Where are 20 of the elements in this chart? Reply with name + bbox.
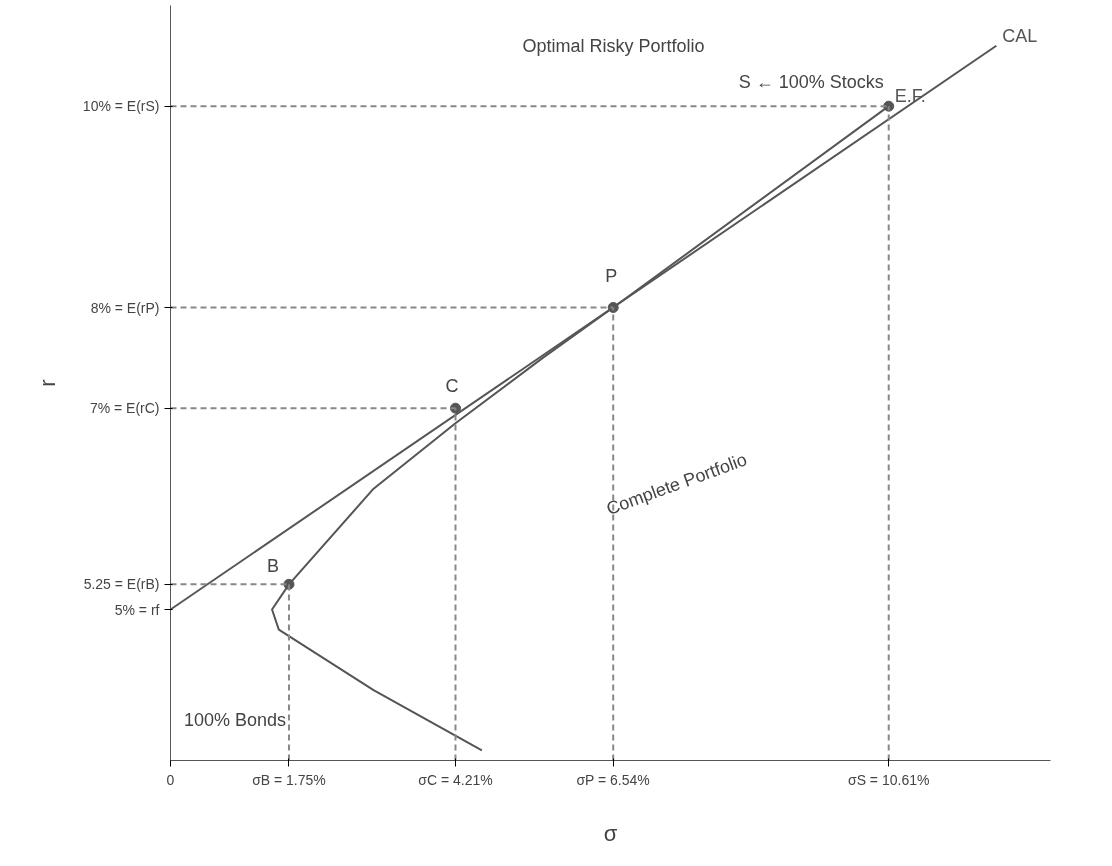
annotation: B (266, 556, 279, 577)
x-tick-label: σP = 6.54% (576, 771, 650, 788)
x-tick-label: σB = 1.75% (252, 771, 326, 788)
annotation: C (445, 376, 459, 397)
annotation: S ← 100% Stocks (738, 72, 884, 93)
y-tick-label: 5.25 = E(rB) (83, 576, 160, 593)
series-label: CAL (1002, 25, 1038, 46)
x-tick-label: σC = 4.21% (418, 771, 493, 788)
y-axis-title: r (34, 379, 60, 387)
x-tick-label: σS = 10.61% (848, 771, 930, 788)
y-tick-label: 7% = E(rC) (89, 400, 160, 417)
annotation: P (605, 265, 618, 286)
y-tick-label: 10% = E(rS) (82, 98, 160, 115)
x-tick-label: 0 (166, 771, 175, 788)
x-axis-title: σ (603, 820, 618, 846)
series-label: E.F. (894, 86, 926, 107)
annotation: 100% Bonds (184, 710, 287, 731)
y-tick-label: 8% = E(rP) (90, 299, 160, 316)
annotation: Optimal Risky Portfolio (522, 35, 705, 56)
y-tick-label: 5% = rf (114, 601, 160, 618)
